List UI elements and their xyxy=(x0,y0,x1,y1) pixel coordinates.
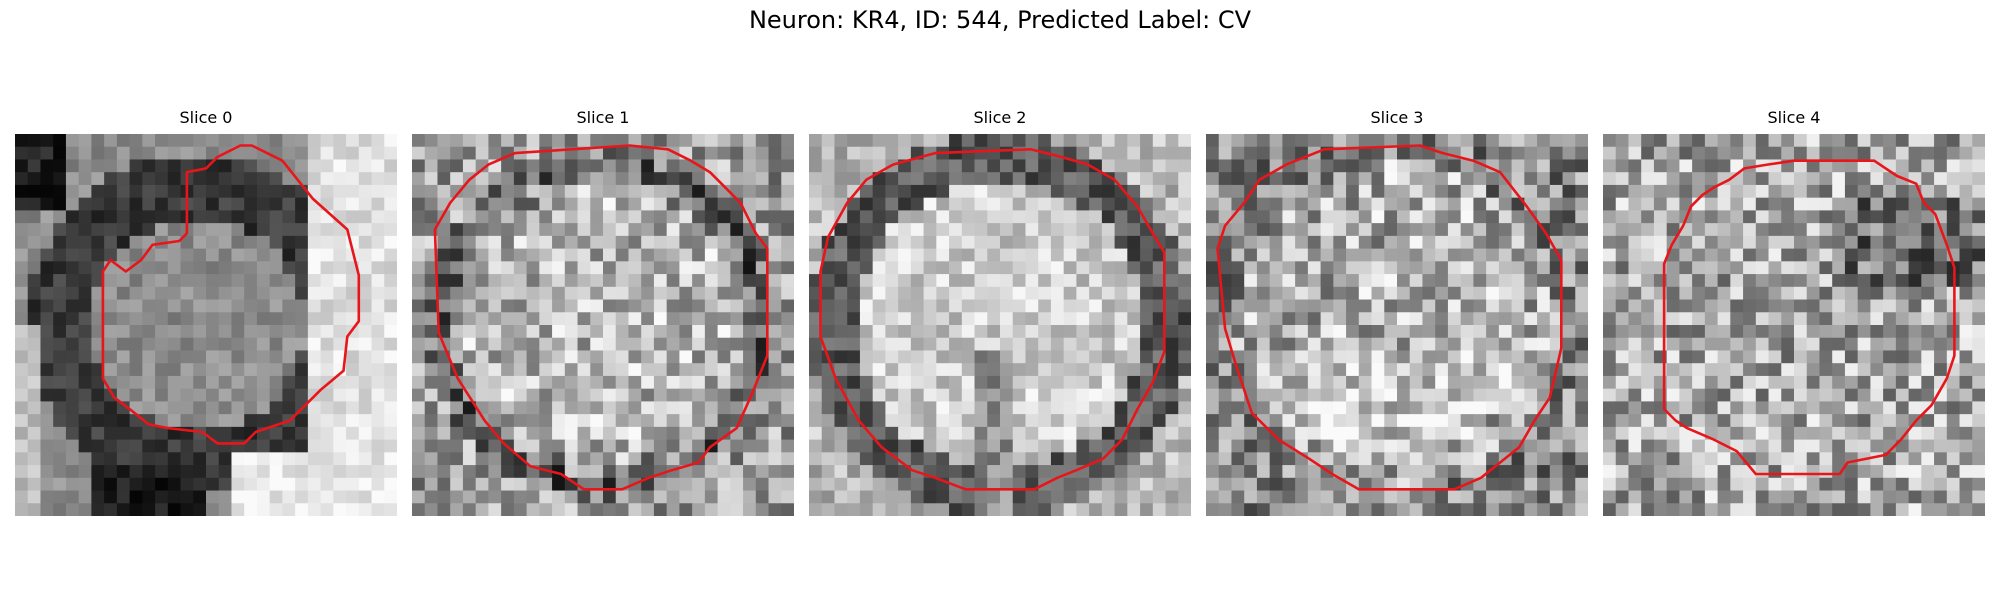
slice-image-4 xyxy=(1603,134,1985,516)
roi-contour xyxy=(1662,159,1956,476)
pixel-mosaic xyxy=(809,134,1191,516)
slice-title-1: Slice 1 xyxy=(576,108,630,127)
pixel-mosaic xyxy=(1206,134,1588,516)
slice-panel-3: Slice 3 xyxy=(1206,108,1588,516)
slice-image-3 xyxy=(1206,134,1588,516)
roi-contour xyxy=(433,144,769,491)
pixel-mosaic xyxy=(412,134,794,516)
pixel-mosaic xyxy=(15,134,397,516)
slice-panel-2: Slice 2 xyxy=(809,108,1191,516)
roi-contour xyxy=(101,144,361,445)
slice-panel-0: Slice 0 xyxy=(15,108,397,516)
slice-panel-1: Slice 1 xyxy=(412,108,794,516)
slice-title-4: Slice 4 xyxy=(1767,108,1821,127)
pixel-mosaic xyxy=(1603,134,1985,516)
roi-contour xyxy=(1216,144,1563,491)
slice-title-0: Slice 0 xyxy=(179,108,233,127)
slice-title-3: Slice 3 xyxy=(1370,108,1424,127)
roi-contour xyxy=(819,148,1166,491)
figure-title: Neuron: KR4, ID: 544, Predicted Label: C… xyxy=(748,6,1252,34)
slice-image-2 xyxy=(809,134,1191,516)
slice-panel-4: Slice 4 xyxy=(1603,108,1985,516)
slice-image-0 xyxy=(15,134,397,516)
slice-image-1 xyxy=(412,134,794,516)
slice-title-2: Slice 2 xyxy=(973,108,1027,127)
